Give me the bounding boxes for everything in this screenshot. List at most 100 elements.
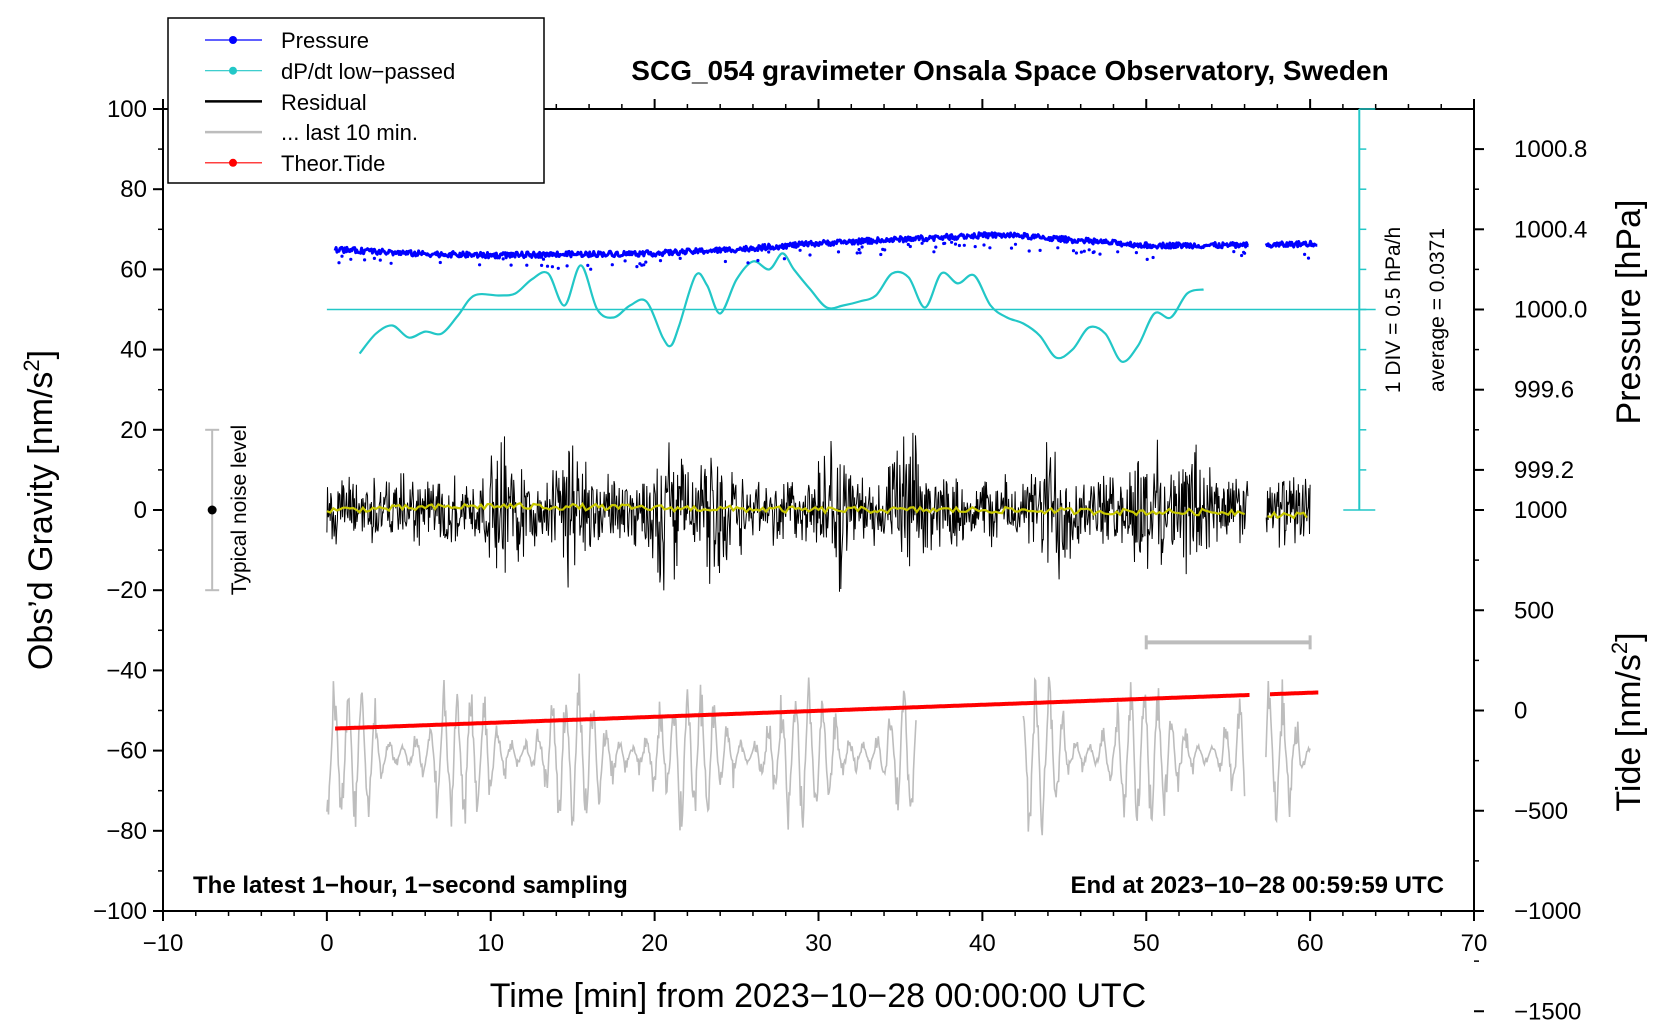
dpdt-average-label: average = 0.0371: [1426, 228, 1449, 392]
noise-level-label: Typical noise level: [228, 425, 251, 595]
pressure-point: [934, 245, 938, 249]
pressure-point: [1240, 253, 1244, 258]
y-axis-label-tide: Tide [nm/s2]: [1607, 632, 1648, 811]
pressure-point: [1082, 249, 1086, 253]
pressure-tick-label: 999.6: [1514, 377, 1574, 404]
pressure-point: [658, 259, 663, 263]
pressure-point: [973, 245, 977, 249]
y-axis-label-pressure: Pressure [hPa]: [1610, 200, 1648, 425]
pressure-point: [860, 245, 864, 249]
axis-ticks: −10 0 10 20 30 40 50 60 70−100−80−60−40−20020406…: [93, 96, 1587, 1020]
x-tick-label: 10: [477, 930, 504, 957]
pressure-point: [953, 242, 958, 246]
pressure-point: [1116, 250, 1120, 254]
legend: Pressure dP/dt low−passed Residual ... l…: [167, 17, 545, 184]
legend-marker: [229, 36, 237, 44]
pressure-point: [957, 243, 962, 248]
tide-tick-label: −500: [1514, 798, 1568, 825]
pressure-point: [1098, 252, 1102, 256]
pressure-point: [635, 265, 639, 269]
tide-line: [335, 693, 1250, 731]
pressure-point: [1027, 249, 1031, 253]
pressure-point: [808, 253, 812, 257]
last-10-min-series: [326, 673, 1311, 836]
last-10-min-line: [1022, 676, 1246, 836]
y-tick-label: 20: [120, 417, 147, 444]
pressure-point: [565, 264, 569, 268]
pressure-point: [1074, 251, 1078, 255]
pressure-point: [906, 242, 910, 247]
note-end-time: End at 2023−10−28 00:59:59 UTC: [1070, 872, 1444, 899]
pressure-point: [836, 250, 841, 254]
tide-tick-label: 500: [1514, 597, 1554, 624]
pressure-point: [857, 247, 861, 252]
x-tick-label: 50: [1133, 930, 1160, 957]
pressure-point: [988, 246, 992, 250]
pressure-point: [541, 257, 546, 261]
y-tick-label: −60: [106, 738, 147, 765]
pressure-point: [1087, 248, 1091, 252]
pressure-point: [438, 260, 442, 265]
y-tick-label: −40: [106, 657, 147, 684]
x-tick-label: 40: [969, 930, 996, 957]
x-tick-label: 70: [1461, 930, 1488, 957]
legend-label-last10: ... last 10 min.: [281, 120, 418, 145]
pressure-point: [349, 257, 353, 261]
pressure-point: [1134, 251, 1138, 255]
pressure-point: [610, 263, 614, 267]
last-10-min-line: [1265, 679, 1311, 824]
pressure-point: [798, 248, 802, 252]
pressure-point: [337, 261, 341, 265]
pressure-point: [545, 264, 550, 268]
pressure-point: [883, 248, 887, 252]
residual-mean-series: [326, 501, 1308, 520]
y-tick-label: 80: [120, 176, 147, 203]
pressure-point: [340, 254, 344, 258]
pressure-point: [623, 259, 627, 263]
pressure-point: [932, 250, 936, 254]
y-axis-label-gravity: Obs’d Gravity [nm/s2]: [19, 350, 60, 670]
legend-label-tide: Theor.Tide: [281, 151, 385, 176]
pressure-point: [782, 257, 787, 261]
chart-title: SCG_054 gravimeter Onsala Space Observat…: [631, 55, 1388, 86]
last-10-min-line: [326, 673, 917, 831]
y-tick-label: 100: [107, 96, 147, 123]
legend-label-residual: Residual: [281, 90, 367, 115]
legend-label-pressure: Pressure: [281, 28, 369, 53]
residual-line: [326, 432, 1249, 592]
x-tick-label: 60: [1297, 930, 1324, 957]
x-tick-label: 20: [641, 930, 668, 957]
pressure-point: [363, 258, 367, 262]
pressure-line: [333, 231, 1249, 260]
note-sampling: The latest 1−hour, 1−second sampling: [193, 872, 628, 899]
pressure-point: [1306, 256, 1311, 260]
pressure-point: [1056, 246, 1060, 250]
pressure-point: [962, 243, 966, 247]
pressure-point: [1145, 257, 1149, 261]
tide-tick-label: −1500: [1514, 998, 1581, 1020]
pressure-point: [1303, 252, 1307, 256]
residual-series: [326, 432, 1311, 592]
y-tick-label: 60: [120, 256, 147, 283]
pressure-point: [678, 256, 682, 260]
y-tick-label: 40: [120, 337, 147, 364]
legend-label-dpdt: dP/dt low−passed: [281, 59, 455, 84]
pressure-point: [756, 258, 760, 263]
pressure-point: [1009, 246, 1014, 250]
y-tick-label: 0: [134, 497, 147, 524]
pressure-point: [389, 261, 393, 265]
pressure-point: [908, 244, 912, 249]
pressure-tick-label: 999.2: [1514, 457, 1574, 484]
y-tick-label: −20: [106, 577, 147, 604]
pressure-point: [372, 256, 376, 260]
tide-tick-label: 1000: [1514, 497, 1567, 524]
tide-line: [1270, 690, 1319, 697]
pressure-tick-label: 1000.0: [1514, 297, 1587, 324]
noise-bar-center: [207, 505, 217, 515]
pressure-point: [378, 258, 382, 262]
pressure-series: [333, 231, 1318, 271]
tide-tick-label: −1000: [1514, 898, 1581, 925]
pressure-point: [1151, 255, 1155, 260]
pressure-point: [642, 263, 646, 267]
y-tick-label: −100: [93, 898, 147, 925]
